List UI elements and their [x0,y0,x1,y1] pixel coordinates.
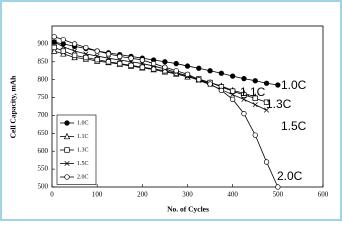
marker [51,39,57,45]
y-tick-label: 550 [38,165,49,173]
marker [94,53,100,59]
marker [60,48,66,54]
marker [184,63,191,69]
marker [71,52,78,58]
marker [241,111,247,117]
marker [263,159,270,165]
marker [162,59,168,65]
marker [63,132,71,140]
marker [241,96,247,102]
marker [94,56,100,63]
y-tick-label: 900 [38,39,49,47]
marker [150,66,157,72]
marker [51,44,57,51]
marker [230,88,236,94]
marker [60,44,66,50]
marker [51,34,57,40]
marker [139,57,145,63]
marker [184,71,191,77]
marker [263,80,270,86]
chart: Cell Capacity, mAh No. of Cycles 500 550 6… [0,0,342,221]
x-tick-label: 0 [50,191,54,199]
marker [263,99,270,105]
marker [94,48,100,54]
marker [64,160,70,167]
marker [64,120,70,126]
marker [83,54,89,61]
marker [128,55,134,61]
series-annotation: 1.0C [281,78,307,92]
marker [128,62,134,69]
marker [230,92,236,98]
marker [252,95,258,101]
y-tick-label: 600 [38,147,49,155]
series-annotation: 1.1C [240,85,266,99]
marker [173,68,179,74]
marker [196,77,202,83]
series-annotation: 1.3C [266,97,292,111]
marker [105,51,112,57]
series-annotation: 2.0C [277,169,303,183]
y-tick-label: 650 [38,129,49,137]
x-tick-label: 100 [92,191,103,199]
legend-label: 1.1C [77,134,89,140]
marker [150,60,157,67]
marker [60,36,66,43]
y-tick-label: 750 [38,93,49,101]
x-axis-title: No. of Cycles [167,205,209,214]
marker [117,53,123,60]
x-tick-label: 600 [318,191,329,199]
y-tick-label: 700 [38,111,49,119]
marker [196,65,202,71]
marker [252,78,258,84]
marker [230,96,236,102]
x-tick-label: 400 [227,191,238,199]
marker [139,64,145,70]
series-annotation: 1.5C [281,119,307,133]
marker [218,70,225,76]
series-line [54,41,267,111]
legend-label: 1.5C [77,161,89,167]
marker [252,132,258,138]
marker [207,81,213,87]
marker [241,75,247,82]
marker [64,174,70,180]
marker [51,47,58,54]
marker [162,64,168,70]
page: Cell Capacity, mAh No. of Cycles 500 550 6… [0,0,342,221]
marker [275,82,281,88]
x-tick-label: 300 [182,191,193,199]
x-tick-label: 200 [137,191,148,199]
marker [105,59,112,65]
marker [117,60,123,67]
marker [252,102,258,108]
marker [207,68,213,74]
y-tick-label: 500 [38,183,49,191]
marker [241,92,247,98]
marker [263,107,270,113]
marker [218,87,225,94]
y-axis-title: Cell Capacity, mAh [9,75,18,139]
marker [64,147,70,153]
marker [173,60,179,67]
marker [275,184,281,190]
marker [105,55,112,61]
marker [71,41,78,47]
legend-label: 1.0C [77,120,89,126]
legend-label: 2.0C [77,174,89,180]
legend-label: 1.3C [77,147,89,153]
marker [83,51,89,57]
marker [83,44,89,51]
x-tick-label: 500 [273,191,284,199]
marker [72,48,78,54]
marker [230,73,236,79]
y-tick-label: 850 [38,57,49,65]
y-tick-label: 800 [38,75,49,83]
